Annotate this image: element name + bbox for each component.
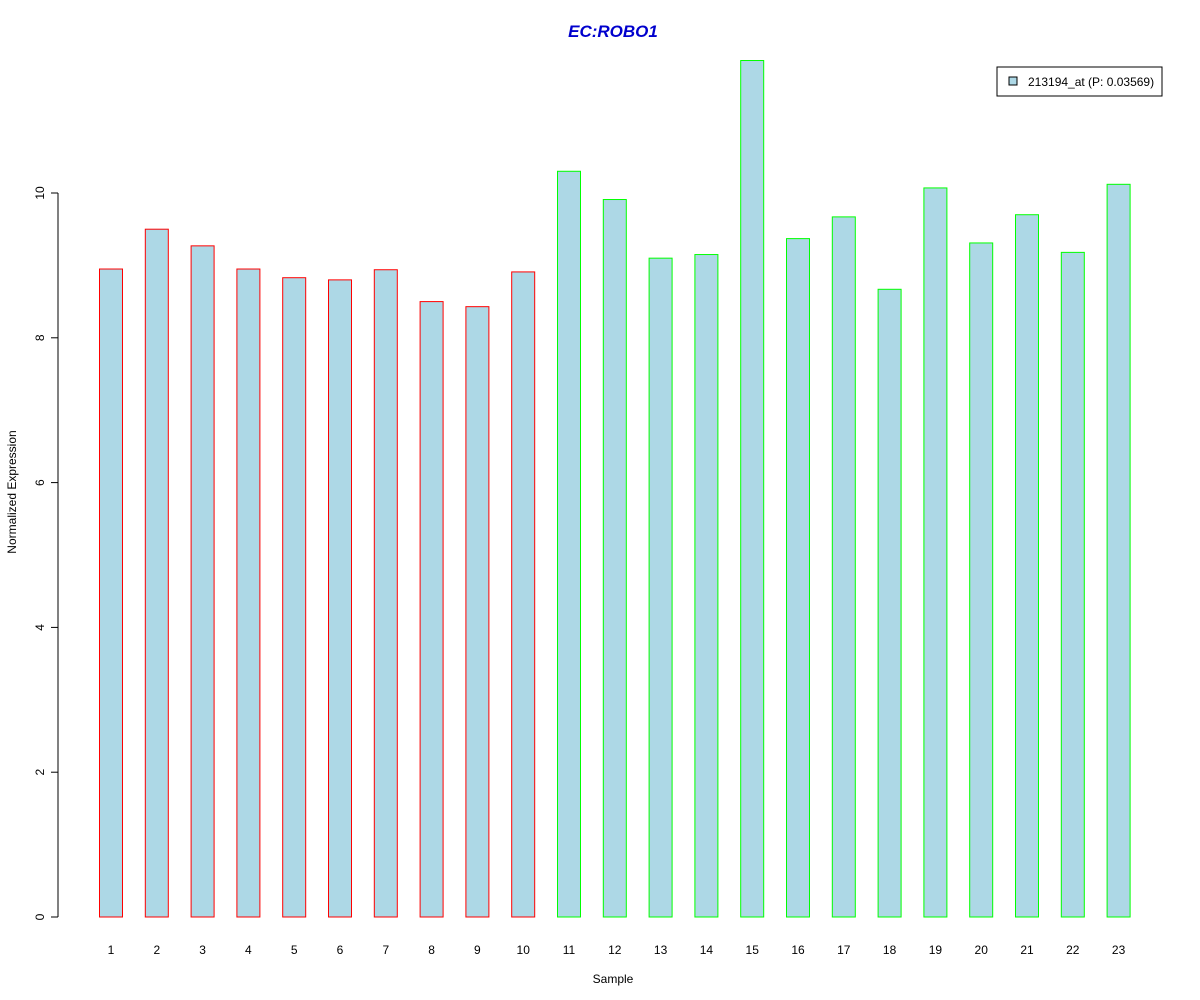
x-tick-labels: 1 2 3 4 5 6 7 8 9 10 11 12 13 14 15 16 17 18 19 20 21 22 23 xyxy=(108,943,1126,957)
x-tick-label: 4 xyxy=(245,943,252,957)
bar-sample-11 xyxy=(557,170,581,918)
x-tick-label: 13 xyxy=(654,943,668,957)
chart-title: EC:ROBO1 xyxy=(568,22,658,41)
y-tick-label: 10 xyxy=(33,186,47,200)
legend-box xyxy=(996,66,1163,97)
x-tick-label: 12 xyxy=(608,943,622,957)
x-tick-label: 9 xyxy=(474,943,481,957)
bar-sample-1 xyxy=(99,268,123,918)
y-axis-label: Normalized Expression xyxy=(5,430,19,553)
bar-sample-18 xyxy=(877,288,902,918)
x-tick-label: 21 xyxy=(1020,943,1034,957)
x-tick-label: 7 xyxy=(382,943,389,957)
y-axis: 0 2 4 6 8 10 xyxy=(33,186,59,920)
y-tick-label: 0 xyxy=(33,913,47,920)
bar-sample-20 xyxy=(969,242,994,918)
bar-sample-12 xyxy=(602,199,627,918)
bar-sample-14 xyxy=(694,254,719,918)
bar-sample-5 xyxy=(282,277,307,918)
y-tick-label: 8 xyxy=(33,334,47,341)
x-tick-label: 14 xyxy=(700,943,714,957)
x-tick-label: 19 xyxy=(929,943,943,957)
bar-sample-3 xyxy=(190,245,215,918)
x-tick-label: 23 xyxy=(1112,943,1126,957)
bar-sample-23 xyxy=(1106,183,1131,918)
bar-sample-13 xyxy=(648,257,673,918)
bar-sample-17 xyxy=(831,216,856,918)
bar-sample-22 xyxy=(1060,251,1085,918)
x-axis-label: Sample xyxy=(593,972,634,986)
x-tick-label: 11 xyxy=(563,943,576,957)
x-tick-label: 2 xyxy=(153,943,160,957)
x-tick-label: 16 xyxy=(791,943,805,957)
y-tick-label: 6 xyxy=(33,479,47,486)
x-tick-label: 10 xyxy=(517,943,531,957)
legend-series-label: 213194_at (P: 0.03569) xyxy=(1028,75,1154,89)
bar-sample-19 xyxy=(923,187,948,918)
legend: 213194_at (P: 0.03569) xyxy=(996,66,1163,97)
bar-sample-15 xyxy=(740,60,765,918)
bar-sample-21 xyxy=(1015,214,1039,918)
bars xyxy=(99,60,1131,918)
bar-sample-4 xyxy=(236,268,261,918)
x-tick-label: 18 xyxy=(883,943,897,957)
bar-sample-7 xyxy=(373,269,398,918)
x-tick-label: 5 xyxy=(291,943,298,957)
x-tick-label: 22 xyxy=(1066,943,1080,957)
bar-sample-9 xyxy=(465,306,490,918)
bar-sample-6 xyxy=(328,279,352,918)
x-tick-label: 3 xyxy=(199,943,206,957)
x-tick-label: 1 xyxy=(108,943,115,957)
x-tick-label: 6 xyxy=(337,943,344,957)
x-tick-label: 17 xyxy=(837,943,851,957)
y-tick-label: 4 xyxy=(33,624,47,631)
bar-sample-2 xyxy=(144,228,169,918)
x-tick-label: 15 xyxy=(746,943,760,957)
y-tick-label: 2 xyxy=(33,769,47,776)
bar-sample-16 xyxy=(786,238,810,918)
x-tick-label: 8 xyxy=(428,943,435,957)
x-tick-label: 20 xyxy=(975,943,989,957)
bar-sample-8 xyxy=(419,301,444,918)
legend-swatch xyxy=(1008,76,1018,86)
bar-sample-10 xyxy=(511,271,536,918)
